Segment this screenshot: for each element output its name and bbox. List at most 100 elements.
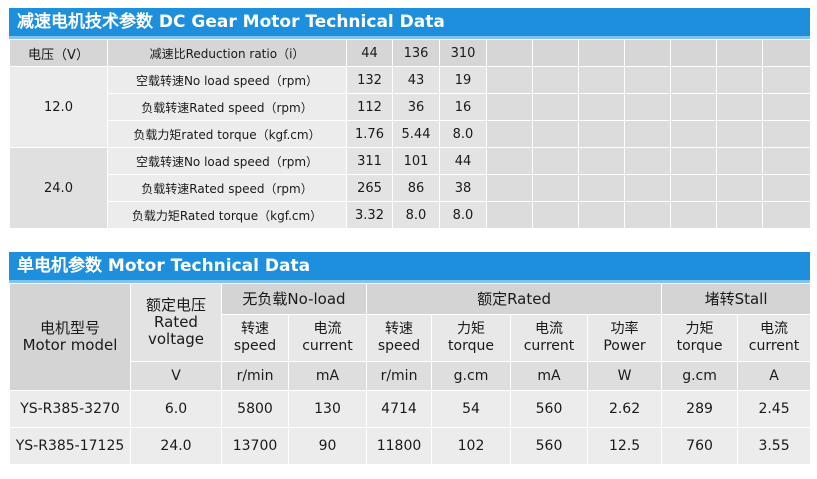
- empty-cell: [716, 120, 763, 148]
- value-cell: 2.62: [586, 390, 663, 428]
- empty-cell: [624, 147, 671, 175]
- subheader-row: 转速 speed 电流 current 转速 speed 力矩 torque 电…: [10, 314, 812, 362]
- table-row: 负载转速Rated speed（rpm） 112 36 16: [10, 93, 811, 121]
- ratio-cell: 44: [346, 39, 393, 67]
- unit-cell: mA: [510, 361, 588, 391]
- empty-cell: [532, 147, 579, 175]
- value-cell: 101: [392, 147, 440, 175]
- voltage-header: 电压（V）: [9, 39, 108, 67]
- empty-cell: [762, 66, 811, 94]
- value-cell: 86: [392, 174, 440, 202]
- rated-group-header: 额定Rated: [365, 283, 663, 315]
- empty-cell: [532, 66, 579, 94]
- empty-cell: [762, 93, 811, 121]
- value-cell: 36: [392, 93, 440, 121]
- empty-cell: [486, 201, 533, 229]
- table-row: YS-R385-3270 6.0 5800 130 4714 54 560 2.…: [9, 390, 812, 428]
- empty-cell: [762, 147, 811, 175]
- empty-cell: [762, 174, 811, 202]
- subheader-cell: 功率 Power: [586, 314, 663, 362]
- value-cell: 265: [346, 174, 393, 202]
- ratio-cell: 136: [392, 39, 440, 67]
- ratio-row: 电压（V） 减速比Reduction ratio（i） 44 136 310: [9, 39, 811, 67]
- empty-cell: [670, 147, 717, 175]
- units-row: V r/min mA r/min g.cm mA W g.cm A: [10, 361, 812, 391]
- empty-cell: [716, 93, 763, 121]
- value-cell: 54: [431, 390, 511, 428]
- value-cell: 1.76: [346, 120, 393, 148]
- unit-cell: V: [130, 361, 222, 391]
- value-cell: 12.5: [586, 427, 663, 465]
- reduction-ratio-label: 减速比Reduction ratio（i）: [107, 39, 347, 67]
- empty-cell: [486, 120, 533, 148]
- empty-cell: [670, 120, 717, 148]
- empty-cell: [486, 66, 533, 94]
- empty-cell: [762, 201, 811, 229]
- value-cell: 43: [392, 66, 440, 94]
- value-cell: 19: [439, 66, 487, 94]
- subheader-cell: 转速 speed: [366, 314, 432, 362]
- subheader-cell: 电流 current: [288, 314, 367, 362]
- voltage-group-cell: 12.0: [9, 66, 108, 148]
- empty-cell: [670, 93, 717, 121]
- unit-cell: mA: [288, 361, 367, 391]
- value-cell: 38: [439, 174, 487, 202]
- empty-cell: [578, 174, 625, 202]
- empty-cell: [762, 39, 811, 67]
- rated-voltage-header: 额定电压 Rated voltage: [130, 283, 222, 362]
- empty-cell: [578, 93, 625, 121]
- subheader-cell: 电流 current: [737, 314, 812, 362]
- empty-cell: [716, 201, 763, 229]
- motor-model-header: 电机型号 Motor model: [9, 283, 131, 391]
- ratio-cell: 310: [439, 39, 487, 67]
- empty-cell: [578, 120, 625, 148]
- value-cell: 560: [510, 390, 588, 428]
- row-label: 负载转速Rated speed（rpm）: [107, 93, 347, 121]
- value-cell: 11800: [366, 427, 432, 465]
- value-cell: 44: [439, 147, 487, 175]
- value-cell: 3.55: [737, 427, 812, 465]
- row-label: 负载力矩rated torque（kgf.cm）: [107, 120, 347, 148]
- empty-cell: [716, 39, 763, 67]
- subheader-cell: 力矩 torque: [661, 314, 739, 362]
- value-cell: 102: [431, 427, 511, 465]
- empty-cell: [624, 120, 671, 148]
- unit-cell: A: [737, 361, 812, 391]
- empty-cell: [624, 39, 671, 67]
- value-cell: 560: [510, 427, 588, 465]
- value-cell: 8.0: [439, 201, 487, 229]
- empty-cell: [578, 39, 625, 67]
- value-cell: 24.0: [130, 427, 222, 465]
- motor-section-title: 单电机参数 Motor Technical Data: [9, 252, 810, 283]
- value-cell: 132: [346, 66, 393, 94]
- empty-cell: [670, 174, 717, 202]
- unit-cell: g.cm: [431, 361, 511, 391]
- value-cell: 289: [661, 390, 739, 428]
- value-cell: 311: [346, 147, 393, 175]
- table-row: 24.0 空载转速No load speed（rpm） 311 101 44: [9, 147, 811, 229]
- table-row: YS-R385-17125 24.0 13700 90 11800 102 56…: [9, 427, 812, 465]
- motor-model-cell: YS-R385-3270: [9, 390, 131, 428]
- value-cell: 5.44: [392, 120, 440, 148]
- empty-cell: [716, 66, 763, 94]
- value-cell: 6.0: [130, 390, 222, 428]
- unit-cell: W: [586, 361, 663, 391]
- row-label: 空载转速No load speed（rpm）: [107, 147, 347, 175]
- table-row: 负载力矩Rated torque（kgf.cm） 3.32 8.0 8.0: [10, 201, 811, 229]
- row-label: 负载力矩Rated torque（kgf.cm）: [107, 201, 347, 229]
- empty-cell: [486, 147, 533, 175]
- table-row: 12.0 空载转速No load speed（rpm） 132 43 19: [9, 66, 811, 148]
- value-cell: 8.0: [439, 120, 487, 148]
- stall-group-header: 堵转Stall: [661, 283, 812, 315]
- empty-cell: [532, 120, 579, 148]
- empty-cell: [532, 93, 579, 121]
- value-cell: 112: [346, 93, 393, 121]
- empty-cell: [716, 147, 763, 175]
- subheader-cell: 电流 current: [510, 314, 588, 362]
- empty-cell: [624, 201, 671, 229]
- empty-cell: [624, 66, 671, 94]
- value-cell: 2.45: [737, 390, 812, 428]
- empty-cell: [716, 174, 763, 202]
- table-row: 负载力矩rated torque（kgf.cm） 1.76 5.44 8.0: [10, 120, 811, 148]
- empty-cell: [486, 93, 533, 121]
